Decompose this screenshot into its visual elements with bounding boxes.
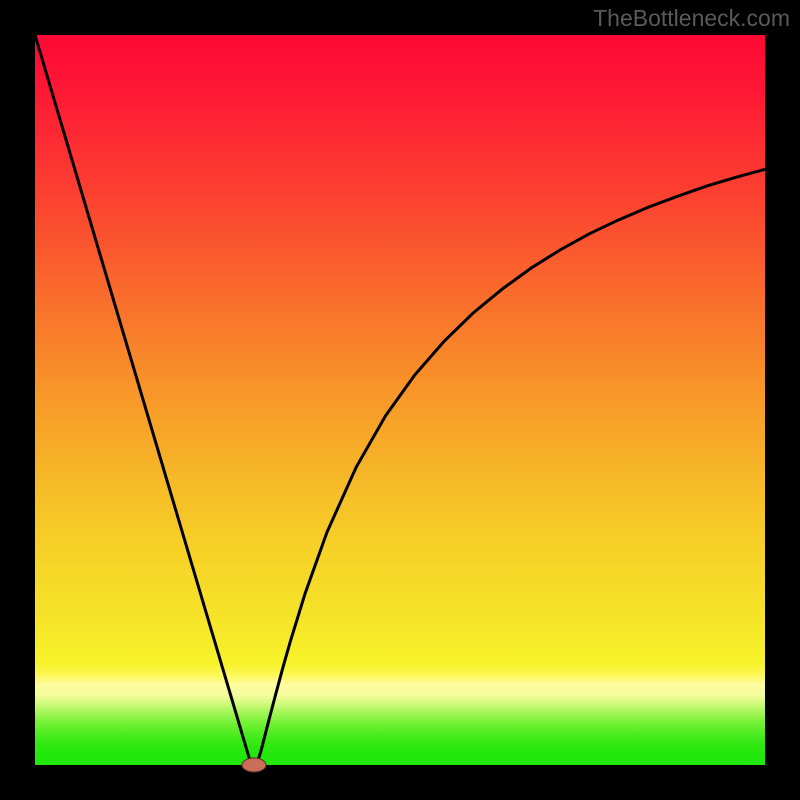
- watermark-text: TheBottleneck.com: [593, 5, 790, 32]
- chart-wrapper: TheBottleneck.com: [0, 0, 800, 800]
- bottleneck-chart: [0, 0, 800, 800]
- vertex-marker: [242, 758, 266, 772]
